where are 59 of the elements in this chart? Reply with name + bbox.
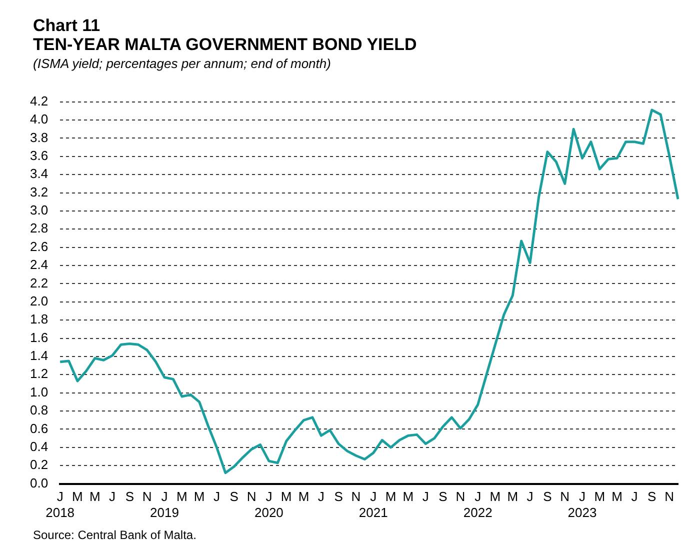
y-tick-label: 1.0	[30, 384, 48, 400]
x-tick-label: S	[125, 489, 134, 504]
x-tick-label: J	[109, 489, 116, 504]
x-tick-label: M	[612, 489, 622, 504]
x-tick-label: S	[334, 489, 344, 504]
x-tick-label: M	[176, 489, 188, 504]
y-tick-label: 0.2	[30, 457, 48, 472]
y-tick-label: 1.2	[30, 366, 48, 382]
y-tick-label: 3.2	[30, 184, 48, 200]
y-tick-label: 2.2	[30, 275, 48, 290]
y-tick-label: 0.4	[30, 438, 48, 454]
x-tick-label: M	[72, 489, 83, 504]
x-tick-label: M	[402, 489, 414, 504]
y-tick-label: 2.4	[30, 257, 48, 272]
x-tick-label: J	[526, 489, 534, 504]
x-tick-label: S	[438, 489, 448, 504]
y-tick-label: 0.8	[30, 402, 48, 418]
y-tick-label: 3.6	[30, 148, 48, 163]
x-tick-label: S	[230, 489, 239, 504]
y-tick-label: 0.0	[30, 475, 48, 490]
x-tick-label: N	[664, 489, 674, 504]
chart-subtitle: TEN-YEAR MALTA GOVERNMENT BOND YIELD	[33, 35, 417, 54]
x-tick-label: J 2019	[150, 489, 179, 520]
x-tick-label: M	[385, 489, 396, 504]
x-tick-label: M	[194, 489, 205, 504]
x-tick-label: N	[142, 489, 152, 504]
x-tick-label: J	[318, 489, 324, 504]
x-tick-label: N	[351, 489, 361, 504]
x-tick-label: M	[298, 489, 310, 504]
y-tick-label: 4.2	[30, 93, 48, 108]
y-tick-label: 3.4	[30, 166, 48, 182]
y-tick-label: 0.6	[30, 420, 48, 436]
x-tick-label: J	[213, 489, 220, 504]
x-tick-label: M	[89, 489, 100, 504]
x-tick-label: N	[246, 489, 256, 504]
text: (ISMA yield; percentages per annum; end of month)	[33, 55, 332, 73]
y-tick-label: 2.8	[30, 220, 48, 236]
y-tick-label: 3.0	[30, 202, 48, 218]
x-tick-label: J	[422, 489, 429, 504]
source-note: Source: Central Bank of Malta.	[33, 528, 196, 542]
x-tick-label: J	[631, 489, 638, 504]
y-tick-label: 1.6	[30, 330, 48, 345]
y-tick-label: 2.6	[30, 238, 48, 254]
x-tick-label: N	[560, 489, 570, 504]
x-tick-label: M	[507, 489, 518, 504]
x-tick-label: M	[594, 489, 606, 504]
chart-title: Chart 11	[33, 16, 102, 35]
y-tick-label: 4.0	[30, 112, 48, 127]
y-tick-label: 2.0	[30, 293, 48, 308]
x-tick-label: S	[648, 489, 657, 504]
x-tick-label: J 2020	[254, 489, 284, 520]
y-tick-label: 1.4	[30, 348, 48, 364]
x-tick-label: M	[280, 489, 292, 504]
y-tick-label: 1.8	[30, 312, 48, 327]
x-tick-label: S	[543, 489, 552, 504]
x-tick-label: J 2021	[358, 489, 388, 520]
x-tick-label: N	[456, 489, 466, 504]
y-tick-label: 3.8	[30, 130, 48, 145]
x-tick-label: M	[490, 489, 501, 504]
